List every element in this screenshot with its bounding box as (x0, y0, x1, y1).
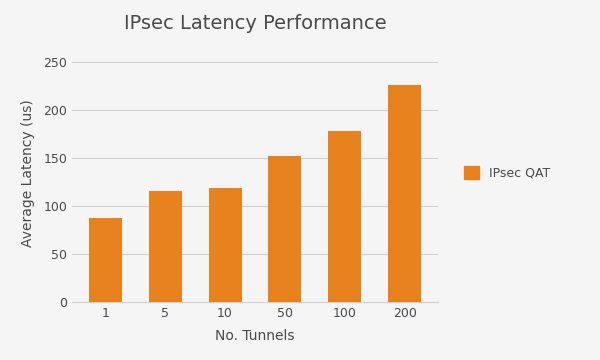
Title: IPsec Latency Performance: IPsec Latency Performance (124, 14, 386, 33)
Bar (89, 218, 122, 302)
Bar (268, 157, 301, 302)
Legend: IPsec QAT: IPsec QAT (459, 161, 555, 185)
Y-axis label: Average Latency (us): Average Latency (us) (21, 99, 35, 247)
X-axis label: No. Tunnels: No. Tunnels (215, 329, 295, 343)
Bar (209, 188, 242, 302)
Bar (328, 131, 361, 302)
Bar (388, 85, 421, 302)
Bar (149, 191, 182, 302)
